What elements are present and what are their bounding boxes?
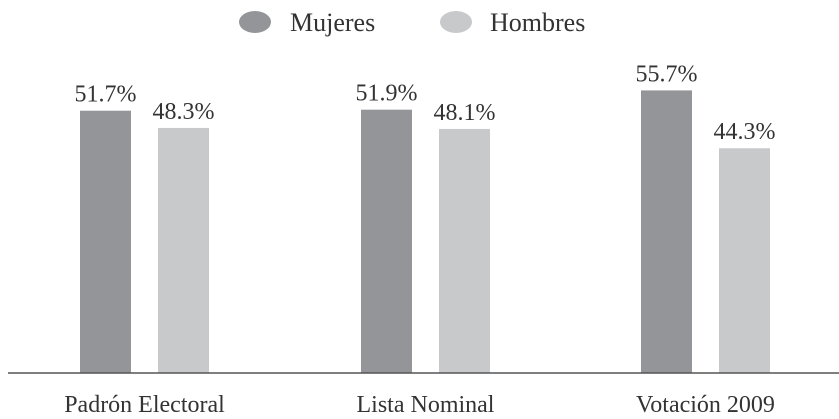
value-label-mujeres-1: 51.9% bbox=[356, 81, 418, 107]
category-label-1: Lista Nominal bbox=[357, 392, 495, 418]
value-label-hombres-0: 48.3% bbox=[153, 99, 215, 125]
legend-item-hombres: Hombres bbox=[440, 8, 585, 37]
bar-mujeres-2 bbox=[641, 90, 692, 373]
value-label-hombres-2: 44.3% bbox=[714, 119, 776, 145]
legend-label-mujeres: Mujeres bbox=[290, 8, 375, 37]
value-label-mujeres-2: 55.7% bbox=[636, 61, 698, 87]
legend-swatch-hombres bbox=[440, 11, 472, 33]
bar-hombres-0 bbox=[158, 127, 209, 373]
bar-hombres-1 bbox=[439, 128, 490, 373]
category-labels: Padrón Electoral Lista Nominal Votación 20… bbox=[64, 392, 775, 418]
legend-swatch-mujeres bbox=[239, 11, 271, 33]
legend-item-mujeres: Mujeres bbox=[239, 8, 375, 37]
bar-mujeres-0 bbox=[80, 110, 131, 373]
legend: Mujeres Hombres bbox=[239, 8, 585, 37]
bars bbox=[80, 90, 770, 373]
value-label-mujeres-0: 51.7% bbox=[75, 82, 137, 108]
category-label-2: Votación 2009 bbox=[636, 392, 775, 418]
legend-label-hombres: Hombres bbox=[490, 8, 585, 37]
value-label-hombres-1: 48.1% bbox=[434, 100, 496, 126]
bar-hombres-2 bbox=[719, 148, 770, 373]
category-label-0: Padrón Electoral bbox=[64, 392, 225, 418]
bar-mujeres-1 bbox=[361, 109, 412, 373]
value-labels: 51.7% 48.3% 51.9% 48.1% 55.7% 44.3% bbox=[75, 61, 776, 145]
